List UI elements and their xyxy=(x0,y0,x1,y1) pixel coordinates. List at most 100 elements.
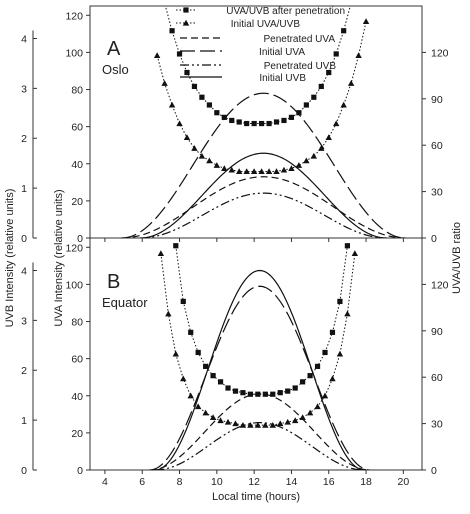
panel-a-ratio-initial-point-21 xyxy=(310,152,318,159)
panel-b-ratio-initial-point-23 xyxy=(329,375,336,382)
panel-a-ratio-after-penetration-point-26 xyxy=(349,0,354,5)
panel-b-ratio-initial-point-16 xyxy=(277,420,284,427)
panel-b-frame xyxy=(89,237,423,471)
panel-a-ratio-initial-point-15 xyxy=(265,168,273,175)
panel-a-place: Oslo xyxy=(102,62,129,77)
panel-a-ratio-after-penetration-point-20 xyxy=(303,102,309,108)
panel-b-ratio-tick-label-3: 90 xyxy=(431,326,443,338)
panel-a-ratio-after-penetration-point-12 xyxy=(244,120,250,127)
panel-a-ratio-after-penetration-point-13 xyxy=(251,120,257,127)
panel-b-ratio-tick-label-4: 120 xyxy=(431,279,449,291)
panel-b-ratio-after-penetration-point-0 xyxy=(173,243,179,249)
x-tick-label-7: 18 xyxy=(360,476,372,488)
panel-b-ratio-initial-point-25 xyxy=(344,310,351,317)
panel-a-ratio-initial-line xyxy=(156,21,367,172)
panel-a-ratio-initial-point-1 xyxy=(161,80,168,86)
panel-a-uvb-tick-label-4: 4 xyxy=(21,33,27,45)
panel-a-ratio-initial-point-6 xyxy=(198,152,206,159)
panel-b-ratio-after-penetration-point-5 xyxy=(210,373,216,379)
panel-b-ratio-initial-point-10 xyxy=(232,420,239,427)
panel-a-ratio-initial-point-0 xyxy=(153,52,161,59)
panel-b-initial-uvb-curve xyxy=(155,269,365,470)
x-tick-label-0: 4 xyxy=(102,476,108,488)
panel-a-ratio-initial-point-23 xyxy=(325,134,332,141)
panel-b-ratio-initial-point-22 xyxy=(321,392,329,399)
panel-a-ratio-after-penetration-point-17 xyxy=(281,117,287,124)
panel-a-initial-uva-curve xyxy=(121,92,406,238)
panel-b-ratio-after-penetration-point-15 xyxy=(285,388,291,394)
panel-b-place: Equator xyxy=(102,295,148,310)
panel-a-uva-tick-label-0: 0 xyxy=(77,233,83,245)
panel-a-ratio-after-penetration-point-18 xyxy=(288,114,295,120)
panel-b-ratio-initial-point-13 xyxy=(254,421,262,428)
panel-b-ratio-after-penetration-line xyxy=(175,245,348,395)
panel-b-ratio-initial-point-26 xyxy=(351,250,359,257)
panel-a-uvb-tick-label-1: 1 xyxy=(21,183,27,195)
curves-layer xyxy=(121,0,406,470)
panel-b-ratio-after-penetration-point-12 xyxy=(262,391,268,397)
panel-a-ratio-initial-point-20 xyxy=(303,157,310,164)
panel-a-ratio-after-penetration-point-21 xyxy=(311,94,317,100)
panel-b-ratio-after-penetration-point-8 xyxy=(232,388,239,394)
panel-b-ratio-initial-point-18 xyxy=(291,417,299,424)
legend-entry-5-label: Initial UVB xyxy=(259,73,306,84)
panel-b-ratio-initial-point-12 xyxy=(247,421,254,428)
panel-a-initial-uvb-curve xyxy=(140,152,387,238)
panel-b-series-group xyxy=(149,243,370,470)
panel-b-ratio-initial-line xyxy=(160,253,356,426)
legend-entry-3-label: Initial UVA xyxy=(259,47,305,58)
x-tick-label-3: 10 xyxy=(211,476,223,488)
panel-a-ratio-initial-point-22 xyxy=(318,145,325,151)
panel-b-ratio-after-penetration-point-22 xyxy=(337,298,343,305)
panel-b-uva-tick-label-6: 120 xyxy=(65,242,83,254)
panel-b-ratio-after-penetration-point-17 xyxy=(300,379,306,385)
panel-a-ratio-initial-point-26 xyxy=(347,80,355,86)
panel-b-ratio-initial-point-2 xyxy=(172,350,179,357)
panel-a-uvb-tick-label-0: 0 xyxy=(21,233,27,245)
panel-b-ratio-initial-point-15 xyxy=(269,421,276,428)
legend: UVA/UVB after penetration Initial UVA/UVB… xyxy=(176,6,345,84)
panel-b-ratio-initial-point-19 xyxy=(299,414,306,420)
x-tick-label-1: 6 xyxy=(139,476,145,488)
panel-a-uva-tick-label-5: 100 xyxy=(65,47,83,59)
x-tick-label-6: 16 xyxy=(323,476,335,488)
panel-b-ratio-after-penetration-point-13 xyxy=(270,391,276,397)
panel-a-ratio-after-penetration-point-23 xyxy=(326,69,332,76)
panel-b-uva-tick-label-1: 20 xyxy=(71,428,83,440)
panel-a-ratio-after-penetration-point-3 xyxy=(176,51,183,57)
panel-a-ratio-initial-point-16 xyxy=(273,168,280,175)
panel-b-ratio-initial-point-24 xyxy=(336,350,344,357)
panel-b-ratio-tick-label-0: 0 xyxy=(431,465,437,477)
panel-a-uva-tick-label-1: 20 xyxy=(71,196,83,208)
panel-b-ratio-initial-point-1 xyxy=(165,310,172,317)
panel-b-ratio-after-penetration-point-19 xyxy=(314,363,321,369)
panel-b-ratio-initial-point-9 xyxy=(224,418,232,425)
panel-a-uva-tick-label-2: 40 xyxy=(71,159,83,171)
panel-a-penetrated-uvb-curve xyxy=(140,192,387,238)
panel-a-ratio-initial-point-14 xyxy=(258,168,265,175)
panel-b-uva-tick-label-3: 60 xyxy=(71,354,83,366)
panel-a-letter: A xyxy=(107,38,121,60)
panel-b-ratio-after-penetration-point-4 xyxy=(203,363,209,369)
panel-a-ratio-after-penetration-point-2 xyxy=(169,28,175,34)
panel-a-ratio-initial-point-27 xyxy=(355,52,362,59)
panel-b-ratio-after-penetration-point-20 xyxy=(322,349,328,356)
legend-entry-0-label: UVA/UVB after penetration xyxy=(226,6,345,17)
panel-b-letter: B xyxy=(107,271,120,293)
panel-a-ratio-tick-label-0: 0 xyxy=(431,233,437,245)
panel-b-ratio-after-penetration-point-6 xyxy=(217,379,224,385)
legend-entry-0-marker xyxy=(183,7,189,13)
panel-b-ratio-initial-point-8 xyxy=(217,417,224,424)
panel-a-ratio-initial-point-8 xyxy=(213,162,221,168)
panel-a-series-group xyxy=(121,0,406,238)
panel-b-ratio-initial-point-17 xyxy=(284,418,291,425)
panel-a-ratio-tick-label-1: 30 xyxy=(431,187,443,199)
panel-b-uva-tick-label-4: 80 xyxy=(71,317,83,329)
panel-a-ratio-initial-point-24 xyxy=(333,120,340,127)
panel-a-ratio-initial-point-28 xyxy=(362,18,370,25)
panel-a-ratio-after-penetration-point-8 xyxy=(214,110,220,116)
uvb-axis-title: UVB Intensity (relative units) xyxy=(4,189,16,328)
panel-a-uvb-tick-label-3: 3 xyxy=(21,83,27,95)
panel-a-ratio-initial-point-12 xyxy=(243,168,250,175)
